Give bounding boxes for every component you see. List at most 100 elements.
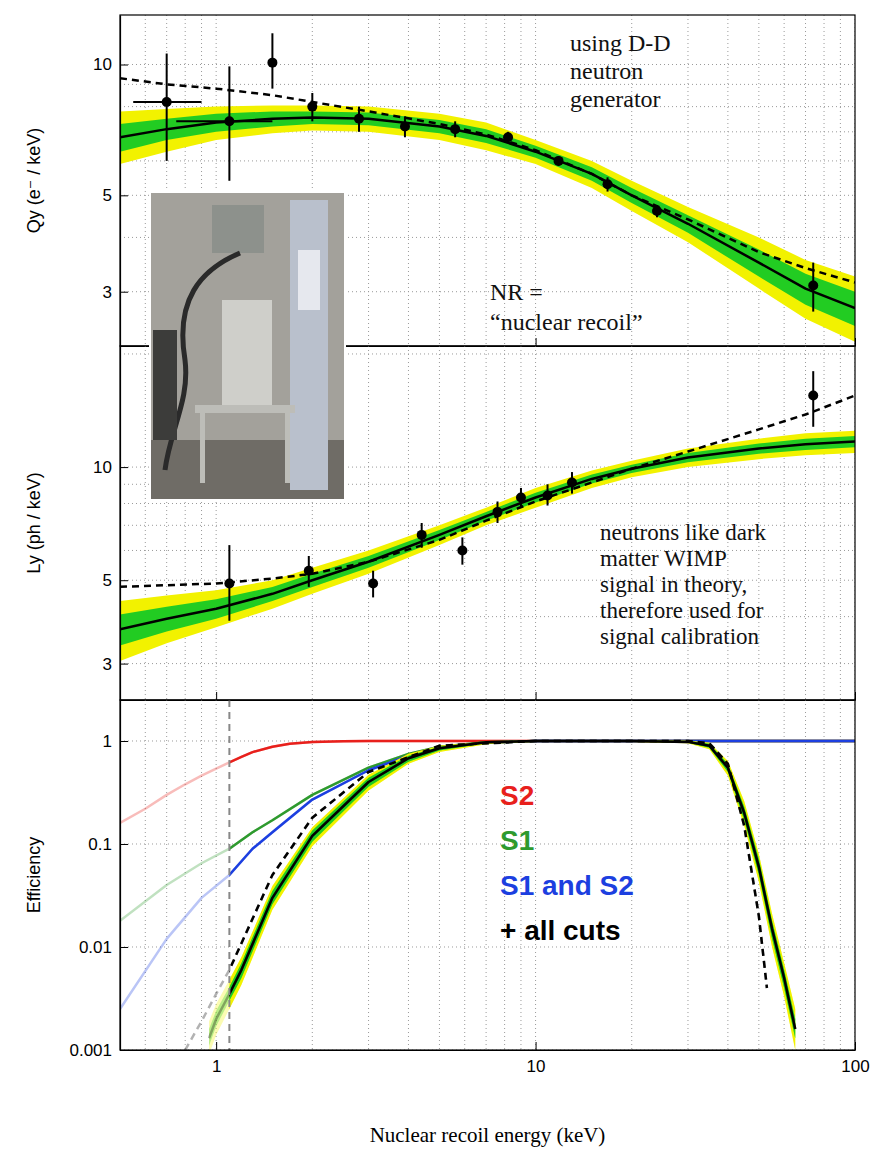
annotation: neutrons like darkmatter WIMPsignal in t… (600, 520, 767, 649)
x-tick-mark (216, 1042, 217, 1050)
band (229, 740, 795, 1050)
x-axis: 1 10 100 (121, 1042, 870, 1076)
y-axis-title: Efficiency (24, 837, 44, 914)
y-tick-label: 5 (103, 571, 112, 590)
y-tick-label: 1 (103, 732, 112, 751)
annotation-text: neutrons like dark (600, 520, 767, 545)
x-tick-mark (855, 1042, 856, 1050)
y-tick-label: 0.01 (79, 938, 112, 957)
grid-line (201, 700, 202, 1050)
grid-line (687, 700, 688, 1050)
y-tick: 3 (103, 655, 128, 674)
line (209, 741, 795, 1038)
grid-line (727, 700, 728, 1050)
panel: 3510Qy (e⁻ / keV)using D-Dneutrongenerat… (24, 15, 856, 347)
point (354, 114, 364, 124)
y-axis: 3510 (93, 16, 128, 347)
chart-root: 3510Qy (e⁻ / keV)using D-Dneutrongenerat… (0, 0, 889, 1168)
point (554, 156, 564, 166)
grid-line (439, 700, 440, 1050)
x-tick (855, 338, 856, 346)
x-tick (855, 692, 856, 700)
y-tick: 0.1 (88, 835, 128, 854)
series-above-threshold (229, 740, 795, 1050)
annotation-text: matter WIMP (600, 546, 727, 571)
photo-inset (150, 192, 345, 500)
point (267, 58, 277, 68)
point (162, 97, 172, 107)
annotation-text: therefore used for (600, 598, 764, 623)
grid-line (216, 700, 217, 1050)
chart-svg: 3510Qy (e⁻ / keV)using D-Dneutrongenerat… (0, 0, 889, 1168)
point (457, 545, 467, 555)
legend-entry: S2 (500, 780, 534, 811)
series-above-threshold (229, 741, 795, 1038)
x-tick: 1 (212, 1042, 221, 1076)
y-axis-line (120, 347, 121, 701)
band (209, 740, 795, 1050)
y-tick: 0.01 (79, 938, 128, 957)
line (185, 741, 767, 1050)
point (417, 530, 427, 540)
annotation: NR =“nuclear recoil” (490, 279, 643, 335)
point (603, 179, 613, 189)
legend: S2S1S1 and S2+ all cuts (500, 780, 634, 946)
point (652, 206, 662, 216)
grid-line (439, 15, 440, 346)
x-axis-title: Nuclear recoil energy (keV) (370, 1123, 606, 1147)
plot-area (120, 700, 855, 1050)
point (493, 507, 503, 517)
x-tick-mark (216, 692, 217, 700)
y-tick: 3 (103, 283, 128, 302)
point (567, 477, 577, 487)
x-tick-mark (536, 1042, 537, 1050)
point (808, 391, 818, 401)
photo-rack (153, 330, 177, 440)
line (229, 741, 767, 1050)
y-tick-mark (120, 467, 128, 468)
legend-entry: S1 and S2 (500, 870, 634, 901)
grid-line (535, 346, 536, 700)
band (209, 741, 795, 1046)
x-tick-mark (855, 692, 856, 700)
photo-leg (200, 413, 205, 483)
photo-background (150, 192, 345, 500)
series-above-threshold (229, 741, 855, 823)
series-above-threshold (229, 741, 795, 1046)
x-tick: 10 (527, 1042, 546, 1076)
y-tick-label: 10 (93, 458, 112, 477)
grid-line (368, 346, 369, 700)
x-tick: 100 (841, 1042, 869, 1076)
annotation-text: signal calibration (600, 624, 760, 649)
grid-line (368, 700, 369, 1050)
point (368, 579, 378, 589)
photo-lift (290, 200, 328, 490)
point (808, 281, 818, 291)
grid-line (439, 346, 440, 700)
grid-line (824, 346, 825, 700)
line (229, 741, 795, 1038)
band (120, 431, 855, 661)
x-tick (536, 692, 537, 700)
grid-line (520, 346, 521, 700)
x-tick-label: 100 (841, 1057, 869, 1076)
grid-line (312, 700, 313, 1050)
grid-line (120, 64, 855, 65)
x-axis (121, 692, 856, 701)
grid-line (120, 503, 855, 504)
x-tick-label: 1 (212, 1057, 221, 1076)
y-tick: 10 (93, 458, 128, 477)
series-above-threshold (229, 741, 767, 1050)
band (120, 436, 855, 646)
x-axis-line (121, 1050, 856, 1051)
y-tick-label: 3 (103, 655, 112, 674)
panel: 1 10 100 0.001 0.01 0.1 1 Efficiency Nuclear rec… (24, 700, 870, 1147)
point (400, 122, 410, 132)
y-tick-label: 0.001 (69, 1041, 112, 1060)
y-tick-mark (120, 1050, 128, 1051)
error-bar (166, 54, 168, 161)
y-tick: 5 (103, 571, 128, 590)
annotation: using D-Dneutrongenerator (570, 30, 671, 112)
legend-entry: + all cuts (500, 915, 621, 946)
y-tick-label: 5 (103, 186, 112, 205)
